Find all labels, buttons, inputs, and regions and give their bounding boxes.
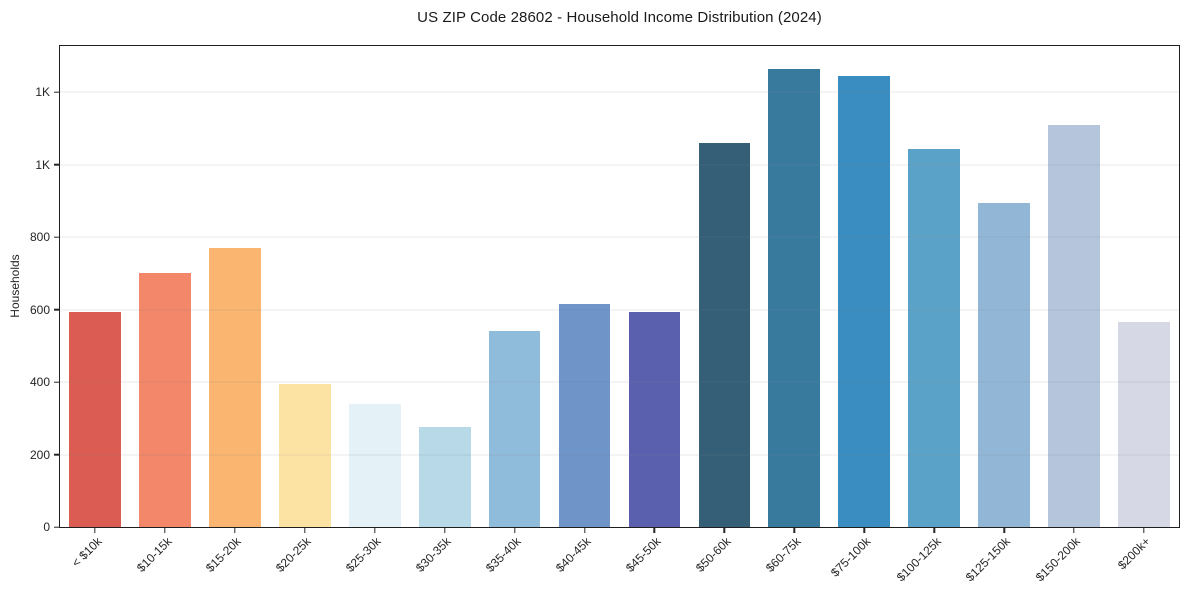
y-tick-mark	[54, 453, 60, 456]
x-tick-label: $200k+	[1115, 534, 1154, 573]
bar-slot	[550, 46, 620, 527]
bar-slot	[969, 46, 1039, 527]
bar	[698, 143, 751, 527]
x-tick-mark	[443, 527, 446, 533]
y-tick-mark	[54, 91, 60, 94]
y-tick-mark	[54, 381, 60, 383]
x-tick-mark	[374, 527, 376, 533]
y-tick-mark	[54, 236, 60, 238]
x-tick-mark	[653, 527, 656, 533]
bar-slot	[410, 46, 480, 527]
bars-layer	[60, 46, 1179, 527]
x-tick-label: $40-45k	[553, 534, 594, 575]
x-tick-mark	[304, 527, 306, 533]
y-tick-label: 1K	[35, 157, 50, 172]
bar-slot	[829, 46, 899, 527]
bar-slot	[200, 46, 270, 527]
bar	[1048, 124, 1100, 527]
x-tick-label: $20-25k	[273, 534, 314, 575]
bar-slot	[620, 46, 690, 527]
x-tick-mark	[723, 527, 726, 533]
x-tick-mark	[933, 527, 935, 533]
bar-slot	[759, 46, 829, 527]
bar-slot	[270, 46, 340, 527]
bar-slot	[60, 46, 130, 527]
bar-slot	[130, 46, 200, 527]
x-tick-label: $30-35k	[413, 534, 454, 575]
x-tick-mark	[513, 527, 516, 533]
bar	[628, 311, 681, 527]
x-tick-label: < $10k	[68, 534, 105, 570]
bar	[139, 273, 191, 527]
bar	[418, 427, 471, 527]
x-tick-label: $125-150k	[963, 534, 1014, 585]
x-tick-label: $15-20k	[203, 534, 245, 575]
y-tick-label: 200	[29, 447, 50, 462]
y-tick-label: 1K	[35, 85, 50, 100]
x-tick-label: $100-125k	[893, 534, 944, 585]
bar	[978, 202, 1031, 527]
y-tick-label: 400	[29, 375, 50, 390]
y-tick-mark	[54, 308, 60, 311]
x-tick-mark	[94, 527, 96, 533]
y-tick-label: 800	[29, 230, 50, 245]
x-tick-mark	[164, 527, 166, 533]
x-tick-mark	[1143, 527, 1145, 533]
x-tick-label: $45-50k	[623, 534, 664, 575]
bar-slot	[480, 46, 550, 527]
x-tick-mark	[1003, 527, 1005, 533]
bar-slot	[340, 46, 410, 527]
y-tick-label: 0	[43, 520, 50, 534]
y-tick-mark	[54, 164, 60, 166]
bar	[1118, 322, 1170, 527]
bar	[208, 248, 261, 527]
x-tick-mark	[234, 527, 236, 533]
bar	[908, 148, 961, 527]
x-tick-label: $75-100k	[828, 534, 874, 580]
bar	[768, 68, 821, 527]
x-tick-mark	[583, 527, 586, 533]
bar	[488, 331, 541, 527]
bar-slot	[899, 46, 969, 527]
x-tick-mark	[1073, 527, 1075, 533]
x-tick-label: $50-60k	[693, 534, 734, 575]
x-tick-mark	[793, 527, 796, 533]
bar-slot	[1109, 46, 1179, 527]
x-tick-label: $25-30k	[343, 534, 384, 575]
x-tick-label: $60-75k	[762, 534, 804, 575]
bar-slot	[689, 46, 759, 527]
bar	[69, 311, 121, 527]
bar	[278, 383, 331, 527]
y-axis-label: Households	[8, 254, 22, 318]
bar	[558, 304, 611, 527]
bar-slot	[1039, 46, 1109, 527]
x-tick-mark	[863, 527, 865, 533]
x-tick-label: $10-15k	[133, 534, 175, 575]
x-tick-label: $35-40k	[483, 534, 524, 575]
bar	[348, 403, 401, 527]
bar	[838, 76, 891, 527]
chart-title: US ZIP Code 28602 - Household Income Dis…	[417, 9, 822, 26]
y-tick-mark	[54, 526, 60, 528]
x-tick-label: $150-200k	[1033, 534, 1084, 585]
plot-area: 0 200 400 600 800 1K 1K < $10k $10-15k $15-20k $20…	[30, 45, 1180, 584]
y-tick-label: 600	[29, 302, 50, 317]
